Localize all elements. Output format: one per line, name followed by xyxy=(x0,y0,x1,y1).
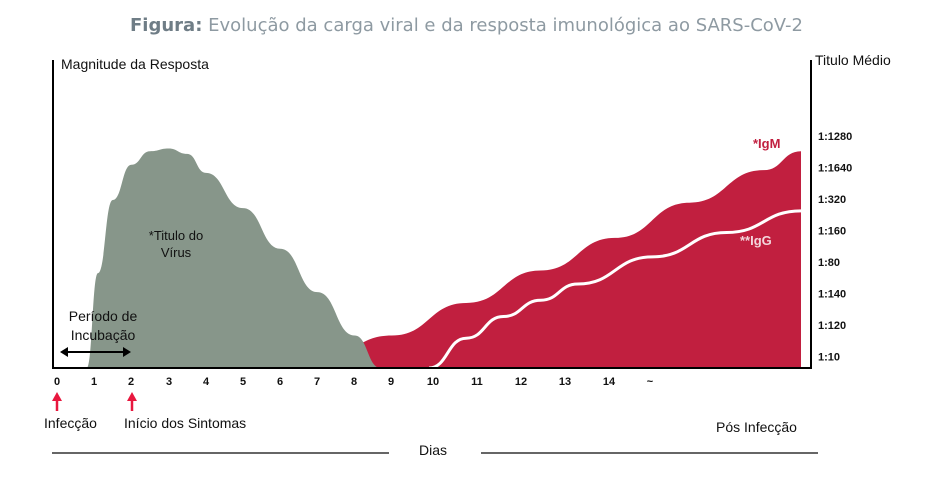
x-tick-0: 0 xyxy=(54,376,60,388)
x-tick-6: 6 xyxy=(277,376,283,388)
x-tick-5: 5 xyxy=(240,376,246,388)
y-tick-6: 1:120 xyxy=(818,320,846,332)
igg-line xyxy=(428,209,802,370)
x-tick-12: 12 xyxy=(515,376,527,388)
inicio-sintomas-arrow xyxy=(127,392,137,411)
inicio-sintomas-label: Início dos Sintomas xyxy=(124,415,246,431)
y-tick-5: 1:140 xyxy=(818,289,846,301)
infeccao-arrow xyxy=(52,392,62,411)
x-tick-labels: 0 1 2 3 4 5 6 7 8 9 10 11 12 13 14 ~ xyxy=(54,376,654,388)
virus-label-line1: *Titulo do xyxy=(149,228,203,243)
figure-title-lead: Figura: xyxy=(130,15,203,36)
x-tick-9: 9 xyxy=(388,376,394,388)
igg-label: **IgG xyxy=(740,233,772,248)
x-tick-2: 2 xyxy=(128,376,134,388)
x-tick-10: 10 xyxy=(427,376,439,388)
x-tick-3: 3 xyxy=(166,376,172,388)
x-tick-7: 7 xyxy=(314,376,320,388)
pos-infeccao-label: Pós Infecção xyxy=(716,419,797,435)
y-tick-0: 1:1280 xyxy=(818,131,852,143)
figure-title-text: Evolução da carga viral e da resposta im… xyxy=(208,15,803,36)
y-tick-7: 1:10 xyxy=(818,352,840,364)
x-tick-13: 13 xyxy=(559,376,571,388)
igm-label: *IgM xyxy=(753,136,780,151)
virus-label-line2: Vírus xyxy=(161,245,192,260)
incubacao-label-line2: Incubação xyxy=(71,327,136,343)
x-axis-label: Dias xyxy=(419,442,447,458)
y-right-tick-labels: 1:1280 1:1640 1:320 1:160 1:80 1:140 1:120 1:10 xyxy=(818,131,852,364)
infeccao-label: Infecção xyxy=(44,415,97,431)
y-left-label: Magnitude da Resposta xyxy=(61,56,209,72)
y-tick-2: 1:320 xyxy=(818,194,846,206)
figure-title: Figura: Evolução da carga viral e da res… xyxy=(0,15,933,36)
incubation-double-arrow xyxy=(60,347,131,357)
y-right-label: Titulo Médio xyxy=(815,52,891,68)
chart-areas xyxy=(86,148,802,370)
virus-area xyxy=(86,148,381,368)
x-tick-14: 14 xyxy=(603,376,616,388)
y-tick-4: 1:80 xyxy=(818,257,840,269)
incubacao-label-line1: Período de xyxy=(69,308,138,324)
igm-area xyxy=(261,151,802,368)
x-tick-1: 1 xyxy=(91,376,97,388)
x-tick-15: ~ xyxy=(647,376,654,388)
x-tick-8: 8 xyxy=(351,376,357,388)
y-tick-1: 1:1640 xyxy=(818,163,852,175)
x-tick-4: 4 xyxy=(203,376,210,388)
x-tick-11: 11 xyxy=(471,376,483,388)
y-tick-3: 1:160 xyxy=(818,226,846,238)
